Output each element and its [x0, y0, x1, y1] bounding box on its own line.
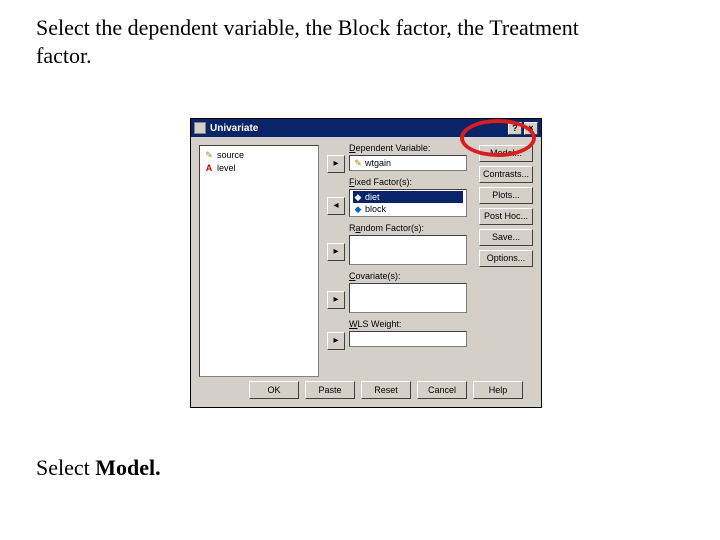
list-item-label: level [217, 163, 236, 173]
instruction-bottom-bold: Model. [95, 455, 160, 480]
type-icon: ◆ [353, 192, 363, 202]
list-item[interactable]: ✎ wtgain [353, 157, 463, 169]
scale-icon: ✎ [204, 150, 214, 160]
instruction-top: Select the dependent variable, the Block… [36, 14, 596, 69]
random-factors-box[interactable] [349, 235, 467, 265]
dialog-body: ✎ source A level DDependent Variable:epe… [191, 137, 541, 407]
fixed-factors-label: Fixed Factor(s): [349, 177, 412, 187]
random-factors-label: Random Factor(s): [349, 223, 424, 233]
posthoc-button[interactable]: Post Hoc... [479, 208, 533, 225]
move-to-covariates-button[interactable]: ▸ [327, 291, 345, 309]
dependent-variable-label: DDependent Variable:ependent Variable: [349, 143, 430, 153]
instruction-bottom-prefix: Select [36, 455, 95, 480]
list-item-label: block [365, 204, 386, 214]
scale-icon: ✎ [353, 158, 363, 168]
save-button[interactable]: Save... [479, 229, 533, 246]
paste-button[interactable]: Paste [305, 381, 355, 399]
move-to-dependent-button[interactable]: ▸ [327, 155, 345, 173]
titlebar: Univariate ? × [191, 119, 541, 137]
cancel-button[interactable]: Cancel [417, 381, 467, 399]
fixed-factors-box[interactable]: ◆ diet ◆ block [349, 189, 467, 217]
close-titlebar-button[interactable]: × [524, 122, 538, 135]
covariates-box[interactable] [349, 283, 467, 313]
app-icon [194, 122, 206, 134]
reset-button[interactable]: Reset [361, 381, 411, 399]
source-variable-list[interactable]: ✎ source A level [199, 145, 319, 377]
instruction-bottom: Select Model. [36, 454, 161, 482]
univariate-dialog: Univariate ? × ✎ source A level DDepende… [190, 118, 542, 408]
type-icon: ◆ [353, 204, 363, 214]
contrasts-button[interactable]: Contrasts... [479, 166, 533, 183]
dialog-title: Univariate [210, 123, 258, 134]
list-item[interactable]: ✎ source [204, 148, 314, 161]
wls-weight-label: WLS Weight: [349, 319, 401, 329]
help-button[interactable]: Help [473, 381, 523, 399]
move-to-random-button[interactable]: ▸ [327, 243, 345, 261]
move-to-fixed-button[interactable]: ◂ [327, 197, 345, 215]
covariates-label: Covariate(s): [349, 271, 401, 281]
model-button[interactable]: Model... [479, 145, 533, 162]
help-titlebar-button[interactable]: ? [508, 122, 522, 135]
dependent-variable-box[interactable]: ✎ wtgain [349, 155, 467, 171]
list-item[interactable]: ◆ diet [353, 191, 463, 203]
plots-button[interactable]: Plots... [479, 187, 533, 204]
list-item[interactable]: ◆ block [353, 203, 463, 215]
move-to-wls-button[interactable]: ▸ [327, 332, 345, 350]
options-button[interactable]: Options... [479, 250, 533, 267]
list-item-label: source [217, 150, 244, 160]
nominal-icon: A [204, 163, 214, 173]
list-item[interactable]: A level [204, 161, 314, 174]
list-item-label: diet [365, 192, 380, 202]
ok-button[interactable]: OK [249, 381, 299, 399]
list-item-label: wtgain [365, 158, 391, 168]
wls-weight-box[interactable] [349, 331, 467, 347]
